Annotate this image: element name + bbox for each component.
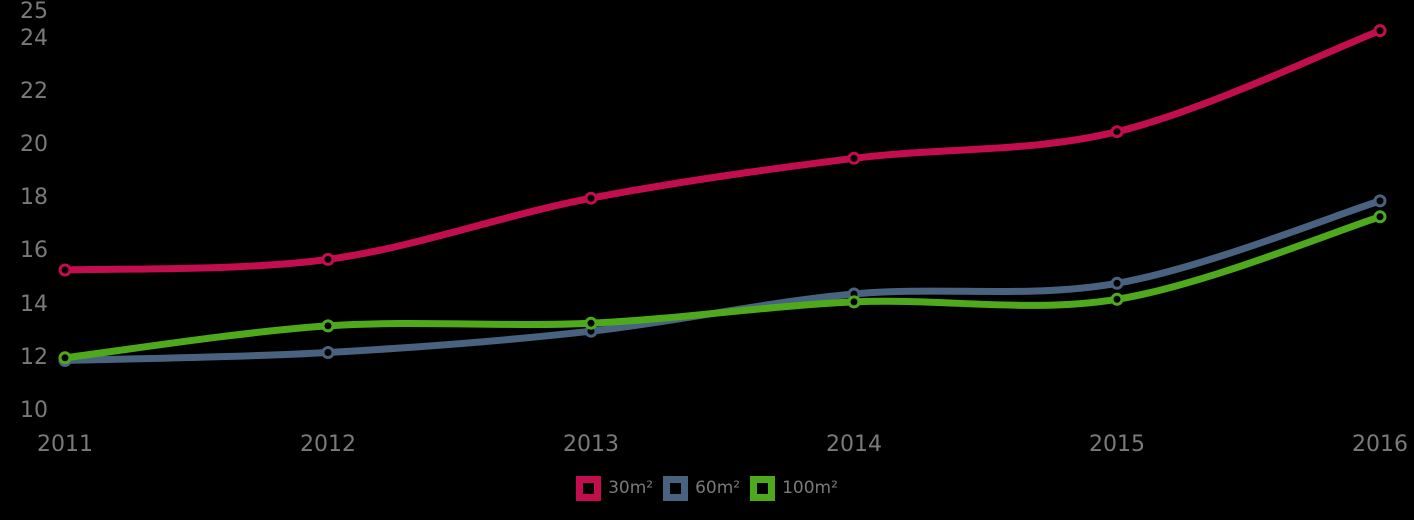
x-axis-tick-label: 2015: [1089, 432, 1145, 457]
y-axis-tick-label: 10: [20, 398, 48, 423]
data-point-marker-100m2: [321, 319, 335, 333]
legend-item-100m2[interactable]: 100m²: [750, 476, 838, 501]
x-axis-tick-label: 2014: [826, 432, 882, 457]
y-axis-tick-label: 25: [20, 0, 48, 24]
data-point-marker-60m2: [1373, 194, 1387, 208]
x-axis-tick-label: 2013: [563, 432, 619, 457]
legend-swatch-60m2-icon: [663, 476, 689, 501]
x-axis-tick-label: 2016: [1352, 432, 1408, 457]
data-point-marker-30m2: [584, 191, 598, 205]
data-point-marker-60m2: [1110, 276, 1124, 290]
data-point-marker-100m2: [1373, 210, 1387, 224]
x-axis-tick-label: 2011: [37, 432, 93, 457]
data-point-marker-30m2: [321, 252, 335, 266]
y-axis-tick-label: 18: [20, 185, 48, 211]
legend-item-label: 100m²: [782, 478, 838, 498]
legend-item-60m2[interactable]: 60m²: [663, 476, 740, 501]
legend-item-label: 30m²: [608, 478, 654, 498]
legend-swatch-100m2-icon: [750, 476, 776, 501]
data-point-marker-100m2: [58, 351, 72, 365]
y-axis-tick-label: 12: [20, 344, 48, 370]
data-point-marker-60m2: [321, 346, 335, 359]
data-point-marker-30m2: [847, 151, 861, 165]
legend-item-label: 60m²: [695, 478, 741, 498]
legend-swatch-30m2-icon: [576, 476, 602, 501]
data-point-marker-30m2: [1373, 24, 1387, 38]
x-axis-tick-label: 2012: [300, 432, 356, 457]
y-axis-tick-label: 22: [20, 78, 48, 104]
data-point-marker-30m2: [58, 263, 72, 277]
data-point-marker-100m2: [1110, 292, 1124, 306]
series-line-100m2: [61, 213, 1384, 362]
data-point-marker-100m2: [584, 316, 598, 330]
y-axis-tick-label: 24: [20, 25, 48, 51]
legend: 30m² 60m² 100m²: [0, 476, 1414, 501]
data-point-marker-30m2: [1110, 125, 1124, 139]
series-line-30m2: [61, 27, 1384, 274]
legend-item-30m2[interactable]: 30m²: [576, 476, 653, 501]
y-axis-tick-label: 14: [20, 291, 48, 317]
data-point-marker-100m2: [847, 295, 861, 309]
y-axis-tick-label: 20: [20, 132, 48, 157]
y-axis-tick-label: 16: [20, 238, 48, 264]
